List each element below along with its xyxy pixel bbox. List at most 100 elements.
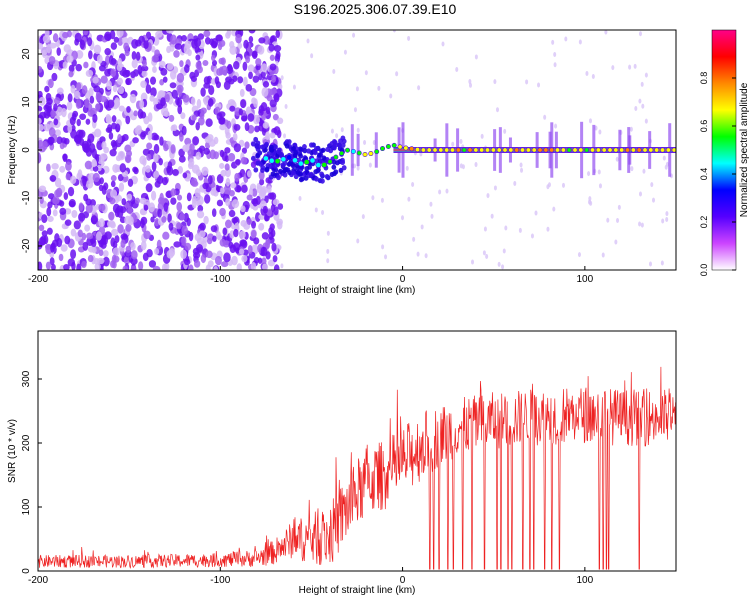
track-point	[572, 147, 578, 153]
signal-blob	[293, 173, 299, 180]
noise-blob	[107, 220, 112, 228]
noise-blob	[209, 149, 216, 160]
noise-blob	[92, 76, 99, 84]
track-point	[549, 147, 555, 153]
noise-blob	[411, 182, 415, 188]
track-point	[455, 147, 461, 153]
track-point	[625, 147, 631, 153]
noise-blob	[269, 54, 275, 61]
noise-blob	[149, 76, 157, 85]
track-point	[450, 147, 456, 153]
noise-blob	[251, 220, 257, 229]
noise-blob	[368, 162, 372, 168]
noise-blob	[44, 85, 50, 93]
noise-blob	[204, 36, 211, 45]
noise-blob	[146, 248, 153, 258]
noise-blob	[162, 231, 170, 240]
noise-blob	[113, 36, 119, 43]
noise-blob	[64, 219, 72, 226]
noise-blob	[272, 113, 279, 121]
colorbar-ticks: 0.0 0.2 0.4 0.6 0.8	[699, 72, 736, 276]
noise-blob	[266, 185, 272, 194]
noise-blob	[118, 105, 125, 112]
noise-blob	[117, 224, 124, 234]
noise-blob	[110, 180, 116, 188]
noise-blob	[240, 99, 247, 109]
noise-blob	[38, 42, 43, 50]
noise-blob	[75, 99, 82, 109]
noise-blob	[55, 187, 63, 198]
track-point	[444, 147, 450, 153]
noise-blob	[310, 53, 314, 59]
noise-blob	[131, 59, 138, 69]
noise-blob	[259, 178, 265, 186]
noise-blob	[121, 37, 129, 45]
noise-blob	[85, 198, 92, 206]
noise-blob	[73, 90, 81, 100]
noise-blob	[70, 228, 77, 237]
track-point	[292, 157, 298, 164]
noise-blob	[59, 207, 67, 215]
noise-blob	[461, 164, 465, 170]
colorbar-tick-label: 0.2	[699, 216, 709, 229]
noise-blob	[203, 76, 211, 85]
noise-blob	[202, 60, 209, 67]
noise-blob	[218, 116, 226, 125]
noise-blob	[141, 70, 148, 78]
track-point	[502, 147, 508, 153]
noise-blob	[84, 224, 91, 232]
noise-blob	[272, 198, 280, 206]
noise-blob	[326, 230, 330, 236]
noise-blob	[577, 252, 581, 258]
track-point	[356, 150, 362, 156]
noise-blob	[99, 95, 108, 103]
noise-blob	[145, 84, 152, 94]
noise-blob	[364, 70, 368, 76]
noise-blob	[227, 63, 233, 72]
signal-blob	[317, 152, 322, 158]
noise-blob	[214, 76, 220, 85]
noise-blob	[223, 185, 232, 195]
noise-blob	[238, 108, 244, 116]
noise-blob	[42, 140, 48, 150]
noise-blob	[407, 35, 411, 41]
noise-blob	[210, 54, 216, 62]
noise-blob	[64, 235, 71, 245]
noise-blob	[85, 203, 93, 214]
track-point	[485, 147, 491, 153]
spectrogram-y-axis: -20 -10 0 10 20	[21, 48, 42, 253]
noise-blob	[40, 46, 48, 56]
noise-blob	[147, 130, 153, 141]
noise-blob	[50, 109, 55, 118]
noise-blob	[143, 204, 149, 211]
noise-blob	[424, 253, 428, 259]
noise-blob	[441, 41, 445, 47]
noise-blob	[166, 165, 172, 174]
noise-blob	[145, 183, 153, 193]
colorbar-tick-label: 0.4	[699, 168, 709, 181]
noise-blob	[416, 251, 420, 257]
noise-blob	[248, 30, 256, 34]
snr-y-axis: 0 100 200 300	[21, 370, 42, 574]
noise-blob	[125, 149, 133, 158]
signal-blob	[273, 144, 278, 150]
signal-blob	[312, 149, 318, 156]
noise-blob	[53, 118, 59, 126]
noise-blob	[127, 178, 134, 187]
noise-blob	[104, 47, 111, 56]
track-point	[467, 147, 473, 153]
noise-blob	[68, 199, 76, 208]
noise-blob	[101, 141, 107, 150]
noise-blob	[181, 236, 187, 246]
noise-blob	[180, 249, 187, 260]
noise-blob	[228, 209, 236, 218]
noise-blob	[77, 229, 83, 238]
noise-blob	[239, 230, 246, 239]
noise-blob	[273, 264, 280, 270]
noise-blob	[638, 31, 642, 37]
noise-blob	[220, 57, 226, 66]
noise-blob	[117, 209, 124, 218]
noise-blob	[504, 225, 508, 231]
noise-blob	[273, 126, 281, 136]
noise-blob	[219, 238, 226, 247]
